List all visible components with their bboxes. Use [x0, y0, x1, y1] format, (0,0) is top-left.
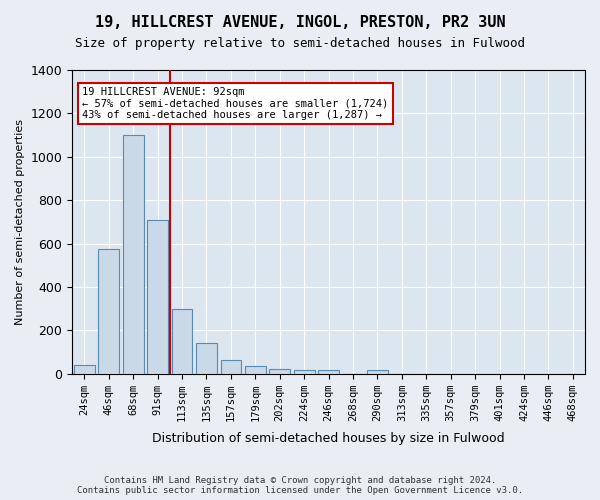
Bar: [294, 370, 314, 374]
Bar: [318, 370, 339, 374]
Text: 19 HILLCREST AVENUE: 92sqm
← 57% of semi-detached houses are smaller (1,724)
43%: 19 HILLCREST AVENUE: 92sqm ← 57% of semi…: [82, 86, 389, 120]
Bar: [147, 220, 168, 374]
Bar: [196, 344, 217, 374]
X-axis label: Distribution of semi-detached houses by size in Fulwood: Distribution of semi-detached houses by …: [152, 432, 505, 445]
Y-axis label: Number of semi-detached properties: Number of semi-detached properties: [15, 119, 25, 325]
Bar: [123, 135, 143, 374]
Text: Size of property relative to semi-detached houses in Fulwood: Size of property relative to semi-detach…: [75, 38, 525, 51]
Bar: [367, 370, 388, 374]
Bar: [172, 308, 193, 374]
Bar: [98, 249, 119, 374]
Bar: [245, 366, 266, 374]
Text: 19, HILLCREST AVENUE, INGOL, PRESTON, PR2 3UN: 19, HILLCREST AVENUE, INGOL, PRESTON, PR…: [95, 15, 505, 30]
Bar: [269, 370, 290, 374]
Bar: [74, 366, 95, 374]
Text: Contains HM Land Registry data © Crown copyright and database right 2024.
Contai: Contains HM Land Registry data © Crown c…: [77, 476, 523, 495]
Bar: [221, 360, 241, 374]
